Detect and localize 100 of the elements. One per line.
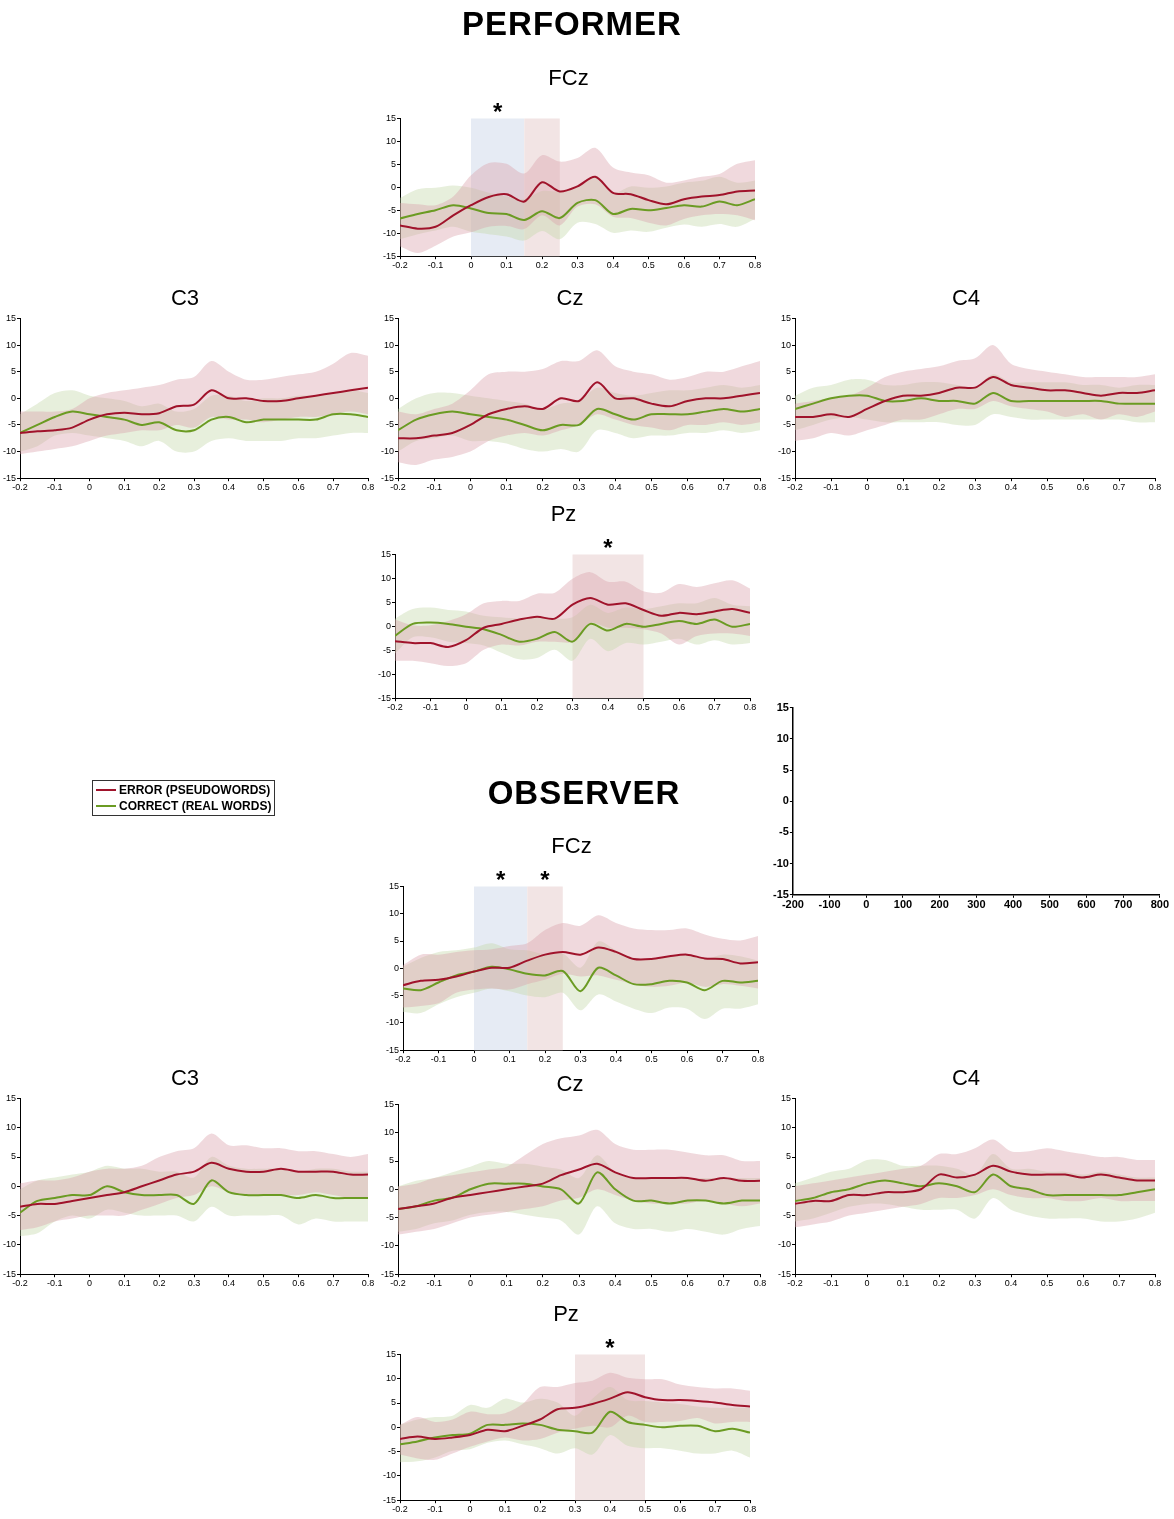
x-tick-label: -0.1 — [823, 1278, 839, 1289]
x-tick-label: 0.1 — [118, 482, 131, 493]
y-tick-label: 0 — [390, 181, 397, 192]
y-tick-label: -15 — [2, 1268, 17, 1279]
x-tick-label: -0.1 — [427, 1504, 443, 1515]
x-tick-label: 0.5 — [638, 1504, 652, 1515]
line-series — [20, 1161, 368, 1208]
y-tick-label: 15 — [385, 112, 397, 123]
legend-label: CORRECT (REAL WORDS) — [119, 798, 272, 814]
x-tick-label: 0.8 — [1148, 482, 1162, 493]
x-tick-label: 0.3 — [574, 1054, 587, 1065]
x-tick-label: 0.4 — [608, 1278, 622, 1289]
x-tick-label: -200 — [781, 898, 804, 911]
y-tick-label: -5 — [382, 644, 392, 655]
x-tick-label: 0.6 — [680, 1054, 694, 1065]
chart-title: C4 — [951, 1065, 981, 1091]
x-tick-label: -0.2 — [787, 1278, 803, 1289]
y-tick-label: -15 — [382, 1494, 397, 1505]
x-tick-label: 0.5 — [1040, 1278, 1054, 1289]
x-tick-label: 0 — [467, 482, 473, 493]
line-series — [795, 391, 1155, 410]
y-tick-label: -10 — [382, 1470, 397, 1481]
y-tick-label: 0 — [388, 1183, 395, 1194]
x-tick-label: 0.7 — [1112, 1278, 1126, 1289]
x-tick-label: 0.7 — [717, 482, 731, 493]
x-tick-label: -0.1 — [422, 702, 439, 713]
y-tick-label: -5 — [782, 419, 792, 430]
line-series — [400, 1391, 750, 1440]
x-tick-label: 0 — [467, 1278, 473, 1289]
x-tick-label: 0.1 — [498, 1504, 512, 1515]
y-tick-label: 5 — [785, 366, 792, 377]
y-tick-label: 5 — [10, 1151, 17, 1162]
y-tick-label: 10 — [385, 135, 397, 146]
x-tick-label: 800 — [1150, 898, 1169, 911]
x-tick-label: -0.2 — [390, 1278, 406, 1289]
y-tick-label: -10 — [772, 856, 789, 869]
chart-title: C4 — [951, 285, 981, 311]
line-series — [395, 597, 750, 648]
line-series — [398, 407, 760, 432]
x-tick-label: 0 — [468, 260, 474, 271]
chart-title: Cz — [556, 1071, 584, 1097]
y-tick-label: 10 — [385, 1373, 397, 1384]
x-tick-label: 0.6 — [673, 1504, 687, 1515]
y-tick-label: 5 — [390, 158, 397, 169]
y-tick-label: -10 — [380, 446, 395, 457]
band-label: * — [540, 866, 551, 894]
x-tick-label: 0.2 — [152, 482, 166, 493]
y-tick-label: 5 — [10, 366, 17, 377]
y-tick-label: 0 — [385, 620, 392, 631]
x-tick-label: 0.1 — [896, 1278, 910, 1289]
y-tick-label: 0 — [785, 1180, 792, 1191]
x-tick-label: 0.2 — [536, 1278, 550, 1289]
x-tick-label: 0.1 — [896, 482, 910, 493]
line-series — [395, 618, 750, 643]
text: OBSERVER — [487, 774, 681, 812]
y-tick-label: 5 — [388, 1155, 395, 1166]
band-label: * — [603, 534, 614, 562]
x-tick-label: -0.1 — [47, 1278, 63, 1289]
y-tick-label: 10 — [388, 908, 400, 919]
x-tick-label: 0.2 — [530, 702, 544, 713]
x-tick-label: 0.8 — [743, 702, 757, 713]
x-tick-label: 0.6 — [292, 1278, 305, 1289]
x-tick-label: 0.4 — [1004, 482, 1018, 493]
y-tick-label: 0 — [390, 1421, 397, 1432]
y-tick-label: -10 — [377, 668, 392, 679]
line-series — [795, 375, 1155, 419]
y-tick-label: 10 — [5, 1122, 17, 1133]
line-series — [795, 1173, 1155, 1202]
y-tick-label: 5 — [390, 1397, 397, 1408]
x-tick-label: 0.8 — [361, 482, 375, 493]
x-tick-label: 0.1 — [500, 260, 513, 271]
y-tick-label: -5 — [7, 1210, 17, 1221]
y-tick-label: 15 — [5, 312, 17, 323]
x-tick-label: 0.4 — [609, 1054, 623, 1065]
y-tick-label: 10 — [380, 572, 392, 583]
x-tick-label: 0.7 — [326, 1278, 340, 1289]
y-tick-label: -10 — [382, 227, 397, 238]
x-tick-label: 0.8 — [748, 260, 762, 271]
y-tick-label: 15 — [780, 312, 792, 323]
x-tick-label: 0.3 — [572, 482, 586, 493]
x-tick-label: 0.7 — [713, 260, 726, 271]
y-tick-label: -15 — [380, 472, 395, 483]
x-tick-label: 0.4 — [608, 482, 622, 493]
x-tick-label: 0.2 — [538, 1054, 552, 1065]
x-tick-label: 0.7 — [326, 482, 340, 493]
line-series — [20, 386, 368, 434]
x-tick-label: 0 — [87, 482, 93, 493]
line-series — [20, 1179, 368, 1214]
x-tick-label: 0.7 — [717, 1278, 731, 1289]
x-tick-label: 0.5 — [645, 482, 658, 493]
x-tick-label: 0 — [863, 898, 870, 911]
line-series — [398, 1162, 760, 1211]
y-tick-label: -5 — [779, 825, 789, 838]
y-tick-label: 0 — [393, 962, 400, 973]
y-tick-label: 0 — [10, 392, 17, 403]
y-tick-label: 15 — [383, 1098, 395, 1109]
x-tick-label: 0 — [87, 1278, 93, 1289]
y-tick-label: -5 — [387, 204, 397, 215]
y-tick-label: 0 — [388, 392, 395, 403]
x-tick-label: 0.5 — [1040, 482, 1054, 493]
